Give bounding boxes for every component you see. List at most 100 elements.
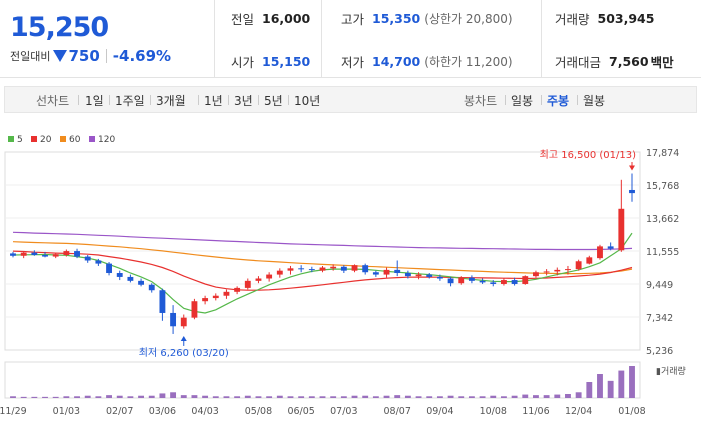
volume-bar	[266, 396, 273, 398]
prev-close-cell: 전일 16,000	[231, 8, 310, 28]
divider	[105, 49, 107, 63]
period-5y[interactable]: 5년	[264, 94, 283, 108]
chart-toolbar: 선차트 1일 1주일 3개월 1년 3년 5년 10년 봉차트 일봉 주봉 월봉	[4, 86, 697, 113]
volume-bar	[276, 395, 283, 398]
legend-swatch	[8, 136, 14, 142]
upper-limit: (상한가 20,800)	[424, 11, 513, 26]
ma60-line	[12, 241, 633, 275]
volume-bar	[394, 395, 401, 398]
candle-body	[212, 295, 219, 299]
candle-daily[interactable]: 일봉	[511, 94, 534, 108]
period-10y[interactable]: 10년	[294, 94, 321, 108]
volume-cell: 거래량 503,945	[555, 8, 654, 28]
low-label: 저가	[341, 54, 365, 70]
diff-value: 750	[68, 47, 100, 65]
period-1w[interactable]: 1주일	[115, 94, 145, 108]
period-1y[interactable]: 1년	[204, 94, 223, 108]
candle-body	[180, 317, 187, 327]
legend-label: 120	[98, 135, 115, 145]
volume-bar	[404, 395, 411, 398]
candle-body	[511, 280, 518, 284]
divider	[505, 95, 506, 105]
y-tick-label: 9,449	[646, 280, 673, 291]
candle-body	[31, 252, 38, 255]
volume-bar	[106, 395, 112, 398]
candle-body	[95, 260, 102, 264]
candle-body	[287, 268, 294, 271]
quote-header: 15,250 전일대비 750 -4.69% 전일 16,000 고가 15,3…	[0, 0, 701, 78]
volume-bar	[597, 374, 603, 398]
lower-limit: (하한가 11,200)	[424, 54, 513, 69]
high-cell: 고가 15,350 (상한가 20,800)	[341, 8, 513, 28]
x-tick-label: 08/07	[384, 406, 411, 417]
high-arrow-head-icon	[629, 165, 635, 171]
volume-bar	[319, 396, 326, 398]
volume-bar	[586, 382, 593, 398]
divider	[258, 95, 259, 105]
volume-bar	[629, 366, 635, 398]
volume-bar	[63, 396, 70, 398]
volume-bar	[298, 396, 305, 398]
candle-body	[586, 257, 593, 264]
volume-bar	[223, 396, 230, 398]
prev-close-label: 전일	[231, 11, 255, 27]
candle-body	[159, 290, 166, 313]
volume-bar	[244, 395, 251, 398]
volume-bar	[255, 396, 262, 398]
x-tick-label: 04/03	[191, 406, 218, 417]
volume-bar	[554, 394, 561, 398]
high-value: 15,350	[372, 10, 421, 26]
candle-body	[426, 274, 433, 277]
candle-body	[490, 282, 497, 284]
candle-body	[191, 301, 198, 318]
period-3m[interactable]: 3개월	[156, 94, 186, 108]
amount-label: 거래대금	[555, 54, 602, 70]
volume-bar	[362, 395, 369, 398]
period-3y[interactable]: 3년	[234, 94, 253, 108]
period-1d[interactable]: 1일	[85, 94, 104, 108]
volume-bar	[148, 395, 155, 398]
y-tick-label: 17,874	[646, 148, 679, 159]
candle-monthly[interactable]: 월봉	[583, 94, 606, 108]
volume-bar	[522, 394, 529, 398]
legend-swatch	[89, 136, 95, 142]
diff-label: 전일대비	[10, 50, 51, 63]
volume-bar	[330, 396, 337, 398]
candle-body	[298, 268, 305, 270]
volume-bar	[458, 396, 465, 398]
divider	[577, 95, 578, 105]
x-tick-label: 09/04	[426, 406, 453, 417]
volume-value: 503,945	[597, 10, 655, 26]
candle-body	[116, 273, 123, 277]
y-tick-label: 5,236	[646, 346, 673, 357]
candle-body	[607, 246, 614, 249]
candle-body	[404, 273, 411, 277]
legend-swatch	[60, 136, 66, 142]
candle-body	[202, 298, 209, 302]
volume-label: ▮거래량	[656, 365, 686, 377]
legend-label: 5	[17, 135, 23, 145]
volume-bar	[415, 396, 422, 398]
amount-value: 7,560	[609, 53, 649, 69]
candle-body	[575, 261, 582, 270]
candle-body	[372, 272, 379, 275]
candle-body	[266, 274, 273, 279]
legend-label: 60	[69, 135, 81, 145]
volume-bar	[84, 395, 91, 398]
candle-body	[20, 252, 27, 256]
volume-frame	[4, 361, 641, 399]
current-price-box: 15,250 전일대비 750 -4.69%	[0, 0, 215, 78]
divider	[228, 95, 229, 105]
quote-info-grid: 전일 16,000 고가 15,350 (상한가 20,800) 거래량 503…	[215, 0, 701, 78]
prev-close-value: 16,000	[262, 10, 311, 26]
volume-bar	[479, 396, 486, 398]
candle-body	[565, 269, 571, 271]
open-label: 시가	[231, 54, 255, 70]
candle-weekly[interactable]: 주봉	[547, 94, 570, 108]
candle-body	[479, 280, 486, 283]
volume-bar	[10, 396, 16, 398]
low-value: 14,700	[372, 53, 421, 69]
volume-bar	[287, 396, 294, 398]
stock-chart: 5 20 60 120 17,874 15,768 13,662 11,555 9,449 7,3…	[0, 135, 686, 417]
x-tick-label: 10/08	[480, 406, 507, 417]
